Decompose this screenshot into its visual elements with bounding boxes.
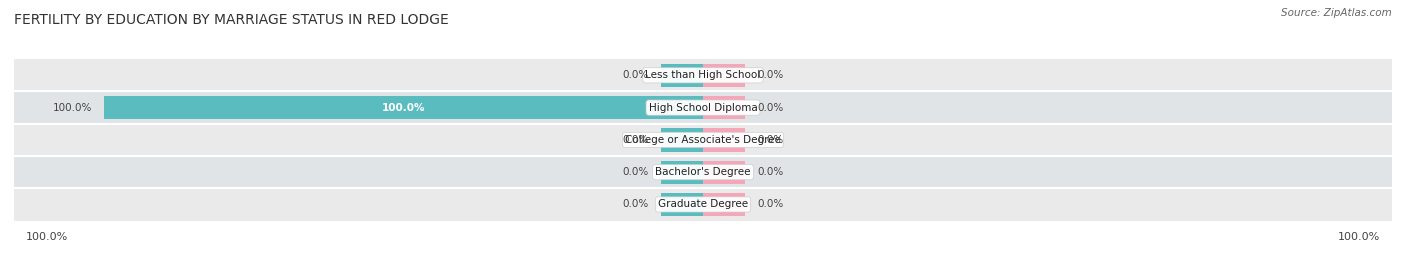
- Bar: [661, 161, 703, 184]
- Text: 0.0%: 0.0%: [756, 199, 783, 210]
- Bar: [14, 59, 1392, 91]
- Text: 100.0%: 100.0%: [381, 102, 425, 113]
- Text: Source: ZipAtlas.com: Source: ZipAtlas.com: [1281, 8, 1392, 18]
- Bar: [14, 124, 1392, 156]
- Text: 100.0%: 100.0%: [1337, 232, 1379, 242]
- Text: College or Associate's Degree: College or Associate's Degree: [626, 135, 780, 145]
- Bar: [14, 188, 1392, 221]
- Bar: [104, 96, 703, 119]
- Text: Graduate Degree: Graduate Degree: [658, 199, 748, 210]
- Text: Less than High School: Less than High School: [645, 70, 761, 80]
- Text: Bachelor's Degree: Bachelor's Degree: [655, 167, 751, 177]
- Text: 0.0%: 0.0%: [623, 70, 650, 80]
- Text: 0.0%: 0.0%: [756, 70, 783, 80]
- Bar: [703, 96, 745, 119]
- Bar: [703, 128, 745, 151]
- Bar: [703, 161, 745, 184]
- Bar: [661, 128, 703, 151]
- Text: 0.0%: 0.0%: [756, 167, 783, 177]
- Text: 0.0%: 0.0%: [623, 167, 650, 177]
- Text: 0.0%: 0.0%: [756, 102, 783, 113]
- Text: High School Diploma: High School Diploma: [648, 102, 758, 113]
- Bar: [14, 156, 1392, 188]
- Bar: [661, 64, 703, 87]
- Bar: [14, 91, 1392, 124]
- Text: 0.0%: 0.0%: [756, 135, 783, 145]
- Bar: [703, 193, 745, 216]
- Text: FERTILITY BY EDUCATION BY MARRIAGE STATUS IN RED LODGE: FERTILITY BY EDUCATION BY MARRIAGE STATU…: [14, 13, 449, 27]
- Bar: [661, 193, 703, 216]
- Bar: [703, 64, 745, 87]
- Text: 100.0%: 100.0%: [27, 232, 69, 242]
- Text: 0.0%: 0.0%: [623, 135, 650, 145]
- Text: 100.0%: 100.0%: [52, 102, 91, 113]
- Text: 0.0%: 0.0%: [623, 199, 650, 210]
